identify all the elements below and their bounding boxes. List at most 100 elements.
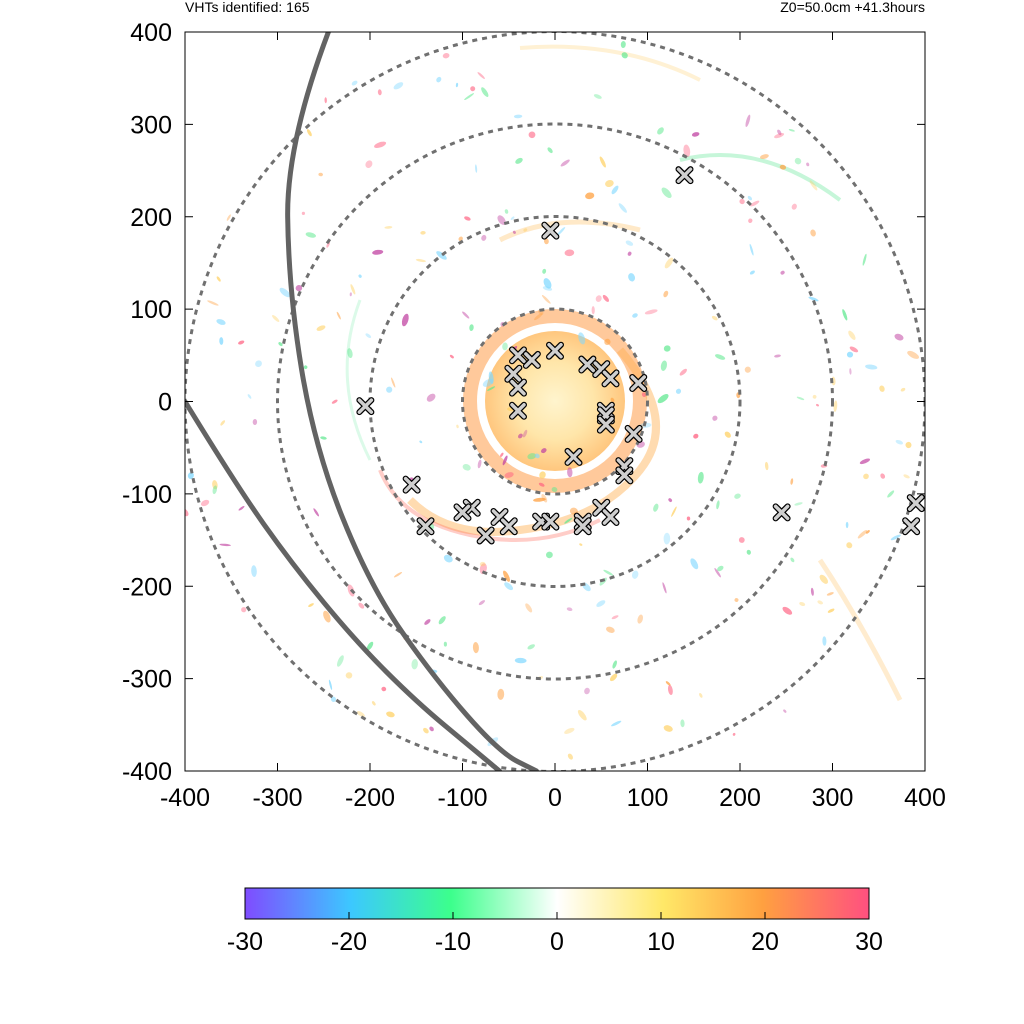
vht-marker (546, 341, 564, 360)
field-speckle (907, 350, 919, 359)
field-speckle (497, 215, 506, 225)
field-speckle (903, 474, 910, 479)
field-speckle (347, 348, 353, 359)
field-speckle (477, 459, 482, 469)
field-speckle (826, 592, 834, 596)
field-speckle (799, 602, 806, 606)
field-speckle (372, 249, 384, 255)
field-speckle (514, 657, 527, 664)
field-speckle (365, 333, 372, 339)
field-speckle (595, 295, 602, 302)
field-speckle (734, 598, 739, 602)
field-speckle (660, 360, 668, 371)
field-speckle (479, 561, 486, 567)
field-speckle (671, 506, 677, 517)
field-speckle (564, 727, 575, 734)
field-speckle (502, 342, 508, 351)
colorbar-tick-label: 0 (550, 928, 564, 956)
field-speckle (662, 582, 667, 594)
field-speckle (478, 600, 486, 606)
field-speckle (513, 114, 523, 119)
field-speckle (732, 732, 736, 736)
range-ring (276, 122, 834, 681)
field-speckle (546, 551, 553, 559)
field-speckle (323, 610, 331, 623)
field-speckle (336, 655, 344, 667)
y-tick-label: -200 (122, 573, 172, 601)
field-speckle (542, 268, 547, 274)
height-time-label: Z0=50.0cm +41.3hours (780, 0, 925, 15)
field-speckle (632, 570, 639, 579)
field-speckle (538, 482, 545, 487)
field-speckle (566, 607, 573, 612)
field-speckle (438, 616, 446, 625)
field-speckle (365, 160, 373, 169)
field-speckle (279, 287, 291, 298)
field-speckle (683, 144, 691, 158)
field-speckle (894, 333, 904, 341)
field-speckle (809, 180, 818, 191)
field-speckle (502, 455, 508, 466)
field-speckle (423, 727, 429, 734)
field-speckle (534, 453, 540, 459)
field-speckle (625, 240, 634, 246)
vht-marker (402, 475, 421, 494)
field-speckle (316, 325, 326, 331)
field-speckle (774, 132, 785, 139)
field-speckle (527, 453, 537, 460)
field-speckle (714, 568, 721, 578)
field-speckle (602, 294, 610, 302)
field-speckle (251, 565, 257, 577)
field-speckle (697, 471, 704, 484)
field-speckle (523, 228, 528, 232)
field-speckle (810, 587, 814, 596)
field-speckle (533, 497, 546, 502)
y-tick-label: -400 (122, 758, 172, 786)
field-speckle (887, 490, 895, 498)
field-speckle (849, 346, 859, 353)
field-speckle (604, 338, 611, 346)
field-speckle (750, 200, 760, 207)
field-speckle (716, 500, 720, 510)
field-speckle (426, 393, 436, 402)
x-tick-label: -300 (252, 784, 302, 812)
field-speckle (819, 574, 829, 584)
x-tick-label: -200 (345, 784, 395, 812)
field-speckle (513, 778, 524, 785)
vht-marker (476, 526, 495, 545)
field-speckle (794, 502, 803, 506)
x-tick-label: 200 (719, 784, 761, 812)
vht-marker (416, 517, 435, 536)
field-speckle (393, 82, 404, 90)
field-speckle (477, 72, 485, 79)
field-speckle (567, 753, 573, 760)
vht-marker (624, 424, 643, 443)
field-speckle (667, 684, 673, 696)
field-speckle (712, 415, 718, 421)
colorbar-tick-label: -30 (227, 928, 263, 956)
vht-marker (522, 350, 541, 369)
field-speckle (336, 311, 341, 320)
field-speckle (295, 284, 303, 292)
vht-marker (906, 494, 925, 513)
field-speckle (620, 41, 626, 48)
field-speckle (436, 76, 442, 83)
field-speckle (366, 641, 374, 651)
field-speckle (637, 614, 644, 624)
field-speckle (216, 276, 221, 282)
field-speckle (358, 602, 365, 609)
field-speckle (653, 503, 659, 512)
vht-marker (504, 364, 523, 383)
field-speckle (806, 162, 810, 167)
vht-marker (629, 374, 648, 393)
field-speckle (612, 660, 617, 669)
field-speckle (845, 521, 849, 529)
colorbar-tick-label: -20 (331, 928, 367, 956)
field-speckle (522, 429, 528, 438)
field-speckle (318, 172, 323, 177)
field-speckle (241, 607, 247, 613)
field-speckle (739, 198, 745, 205)
vht-count-label: VHTs identified: 165 (185, 0, 310, 15)
field-speckle (331, 399, 338, 404)
